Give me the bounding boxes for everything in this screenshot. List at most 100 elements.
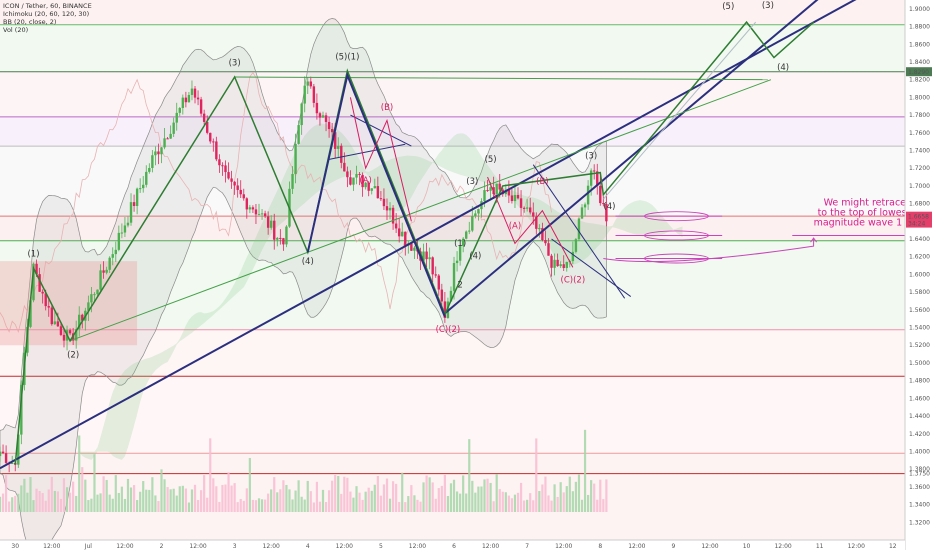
candle-body [510,195,514,202]
candle-body [541,228,544,241]
volume-bar [190,489,194,512]
candle-body [32,263,35,301]
candle-body [391,207,395,224]
candle-body [87,302,90,311]
candle-body [160,147,163,155]
time-tick-label: 11 [816,543,824,550]
volume-bar [236,502,239,512]
candle-body [44,293,47,307]
volume-bar [519,482,523,512]
volume-bar [117,492,120,512]
volume-bar [367,487,370,512]
volume-bar [498,489,501,512]
time-axis[interactable]: 30 12:00 Jul 12:00 2 12:00 3 12:00 4 12:00 5 12:00 6… [0,539,905,550]
volume-bar [343,476,346,512]
candle-body [193,88,197,98]
legend-symbol[interactable]: ICON / Tether, 60, BINANCE [3,2,92,10]
volume-bar [407,496,410,512]
volume-bar [285,484,288,512]
volume-bar [227,472,230,512]
volume-bar [75,495,78,512]
volume-bar [337,475,340,512]
legend-bollinger[interactable]: BB (20, close, 2) [3,18,56,26]
wave-label: (3) [229,59,241,69]
candle-body [538,228,541,230]
volume-bar [221,484,224,512]
candle-body [455,260,459,264]
candle-body [586,185,590,205]
price-tick-label: 1.8400 [909,59,930,66]
candle-body [47,306,50,308]
volume-bar [230,485,233,512]
volume-bar [340,493,343,512]
time-tick-label: 12:00 [116,543,133,550]
time-tick-label: 12:00 [263,543,280,550]
abc-correction-path-2 [487,176,574,268]
price-axis[interactable]: 1.9000 1.8800 1.8600 1.8400 1.8200 1.8000 1.78… [904,0,932,550]
legend-ichimoku[interactable]: Ichimoku (20, 60, 120, 30) [3,10,89,18]
wave-label: (C)(2) [561,275,586,285]
time-tick-label: 9 [672,543,676,550]
candle-body [257,214,261,216]
volume-bar [212,478,215,512]
volume-bar [562,492,565,512]
volume-bar [200,490,203,512]
candle-body [148,167,151,172]
price-badge [906,218,932,228]
price-tick-label: 1.8600 [909,41,930,48]
wave-label: (B) [536,177,548,187]
candle-body [443,301,447,318]
volume-bar [50,476,53,512]
trendlines[interactable] [0,0,915,470]
note-line-2: to the top of lowest [818,207,911,218]
volume-bar [486,478,489,512]
volume-bar [62,478,66,512]
candle-body [602,203,605,205]
time-tick-label: 5 [379,543,383,550]
volume-bar [428,477,431,512]
volume-bar [565,486,568,512]
wave-label: (C)(2) [436,325,461,335]
candle-body [385,206,389,211]
volume-bar [169,489,172,512]
volume-bar [142,481,145,512]
candle-body [184,97,188,103]
volume-bar [38,491,41,512]
volume-bar [41,493,44,512]
candle-body [224,165,227,173]
candle-body [59,326,63,335]
candle-body [449,290,453,302]
volume-bar [580,499,584,512]
volume-bar [373,484,376,512]
volume-bar [529,493,532,512]
volume-bar [586,494,590,512]
volume-bar [590,480,593,512]
candle-body [452,263,456,291]
candle-body [239,189,242,195]
candle-body [486,190,489,192]
volume-bar [145,489,148,512]
candle-body [251,207,255,210]
volume-bar [44,500,47,512]
volume-bar [346,477,349,512]
candle-body [574,239,578,252]
volume-bar [242,500,245,512]
candle-body [29,300,32,327]
ichimoku-cloud-red [0,261,138,346]
candle-body [172,122,175,134]
candle-body [413,247,416,251]
volume-bar [321,489,325,512]
price-tick-label: 1.4000 [909,448,930,455]
candle-body [498,183,501,190]
abc-channel-lower-line [328,143,406,160]
candle-body [254,209,258,215]
volume-bar [318,501,322,512]
horizontal-levels [0,24,905,475]
price-tick-label: 1.4800 [909,378,930,385]
price-tick-label: 1.3400 [909,502,930,509]
candle-body [227,172,230,179]
volume-bar [273,477,276,512]
legend-volume[interactable]: Vol (20) [3,26,28,34]
